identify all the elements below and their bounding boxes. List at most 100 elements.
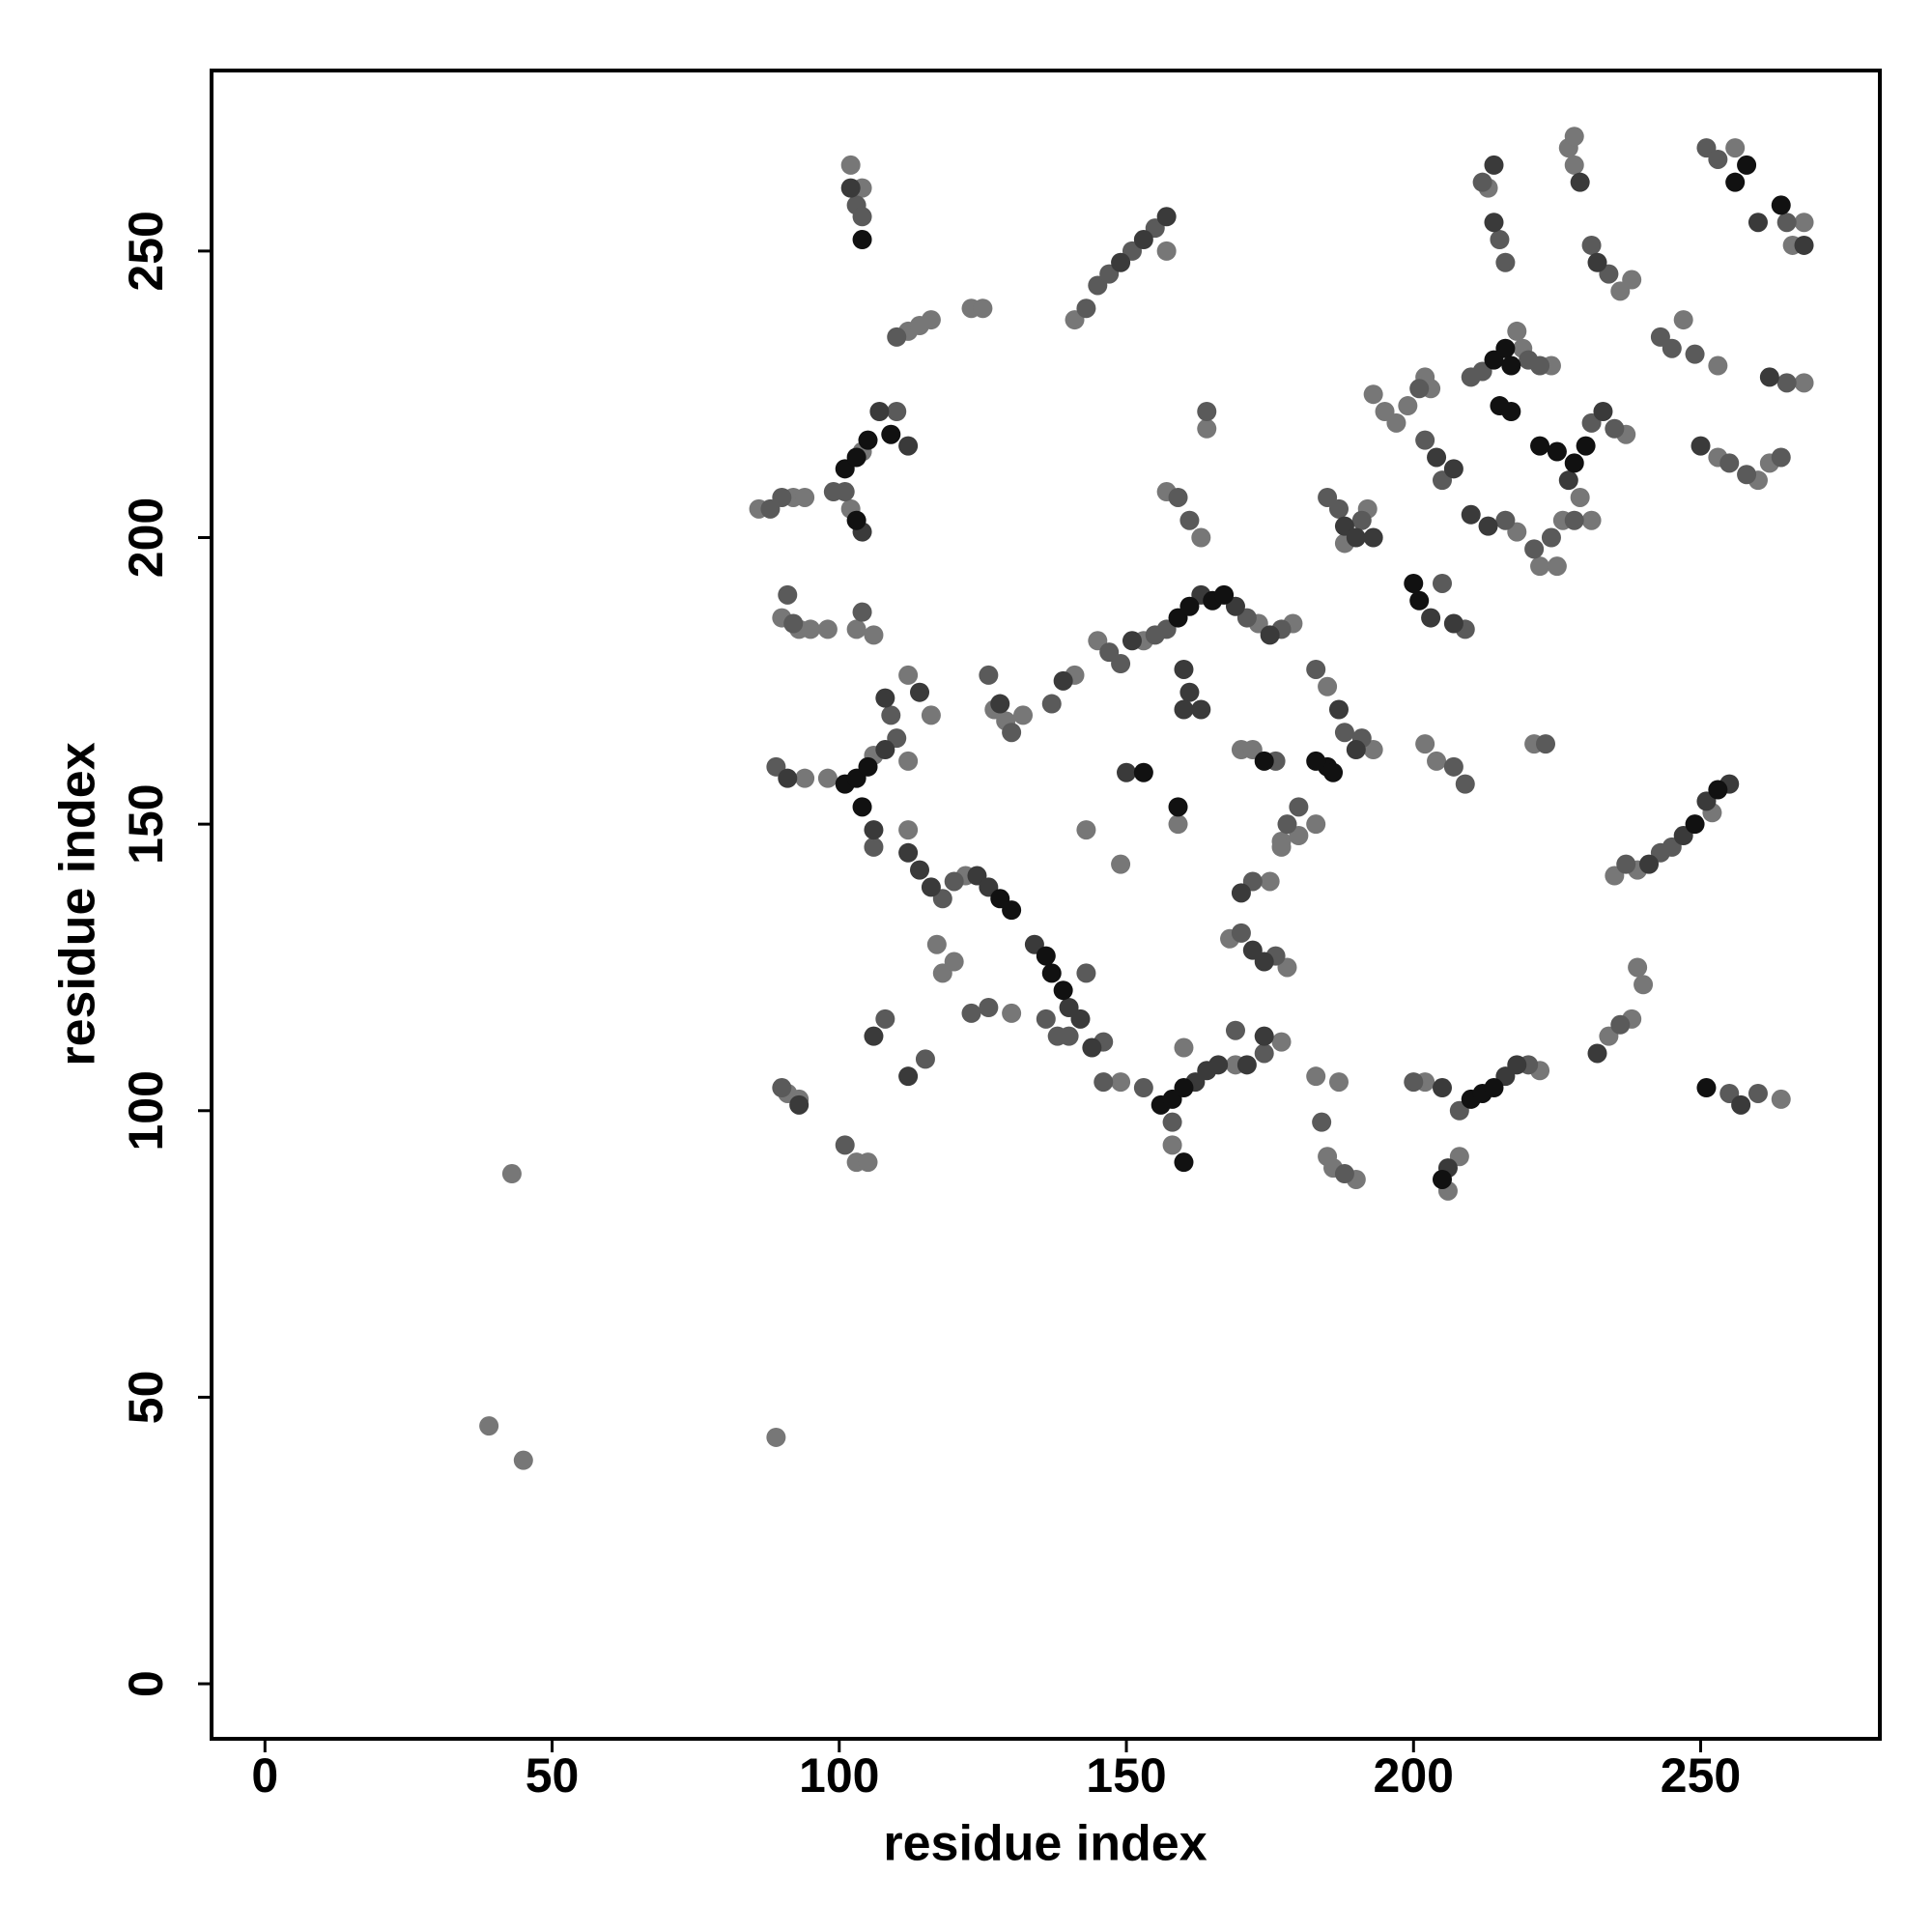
point bbox=[1747, 213, 1768, 233]
point bbox=[1737, 155, 1757, 175]
point bbox=[1174, 699, 1194, 720]
point bbox=[1070, 1009, 1091, 1029]
point bbox=[1133, 1078, 1153, 1098]
y-tick-label: 100 bbox=[119, 1070, 173, 1151]
point bbox=[1047, 1026, 1067, 1046]
point bbox=[1587, 252, 1607, 272]
point bbox=[1731, 1094, 1751, 1115]
point bbox=[1415, 430, 1435, 450]
point bbox=[852, 797, 872, 817]
point bbox=[1398, 396, 1418, 416]
point bbox=[1254, 1026, 1274, 1046]
point bbox=[1002, 723, 1022, 743]
point bbox=[1427, 447, 1447, 468]
point bbox=[795, 487, 815, 507]
point bbox=[1564, 453, 1584, 473]
point bbox=[1404, 1072, 1424, 1093]
point bbox=[1547, 556, 1567, 577]
point bbox=[881, 705, 901, 725]
point bbox=[1306, 751, 1326, 771]
point bbox=[1162, 1135, 1182, 1155]
point bbox=[1191, 699, 1211, 720]
point bbox=[1260, 871, 1280, 892]
point bbox=[864, 625, 884, 645]
point bbox=[1363, 527, 1383, 548]
point bbox=[1495, 338, 1516, 358]
y-axis-label: residue index bbox=[50, 742, 106, 1065]
point bbox=[1639, 854, 1660, 874]
point bbox=[858, 430, 878, 450]
point bbox=[835, 482, 855, 502]
point bbox=[852, 602, 872, 622]
point bbox=[1443, 756, 1463, 777]
point bbox=[1558, 470, 1578, 491]
point bbox=[1432, 573, 1452, 593]
point bbox=[1409, 379, 1430, 399]
point bbox=[1156, 241, 1177, 261]
point bbox=[1432, 1169, 1452, 1189]
point bbox=[1318, 676, 1338, 696]
point bbox=[1747, 1083, 1768, 1103]
point bbox=[990, 694, 1010, 714]
point bbox=[1271, 1032, 1292, 1052]
point bbox=[1133, 762, 1153, 782]
point bbox=[1386, 412, 1406, 433]
point bbox=[846, 447, 867, 468]
point bbox=[1346, 527, 1366, 548]
point bbox=[915, 1049, 935, 1069]
point bbox=[1236, 1055, 1257, 1075]
point bbox=[1794, 213, 1814, 233]
point bbox=[1708, 149, 1728, 169]
point bbox=[1328, 699, 1349, 720]
point bbox=[887, 401, 907, 421]
point bbox=[1690, 436, 1711, 456]
point bbox=[858, 1152, 878, 1173]
point bbox=[1036, 1009, 1056, 1029]
y-tick-label: 150 bbox=[119, 783, 173, 864]
point bbox=[1111, 854, 1131, 874]
point bbox=[875, 1009, 895, 1029]
point bbox=[1432, 1078, 1452, 1098]
point bbox=[1771, 195, 1791, 215]
point bbox=[921, 705, 941, 725]
point bbox=[1622, 270, 1642, 290]
point bbox=[1111, 654, 1131, 674]
point bbox=[1587, 1043, 1607, 1064]
point bbox=[944, 871, 964, 892]
point bbox=[789, 1094, 810, 1115]
point bbox=[479, 1416, 499, 1436]
point bbox=[1041, 694, 1062, 714]
point bbox=[1581, 510, 1602, 530]
point bbox=[1443, 613, 1463, 634]
point bbox=[1334, 723, 1354, 743]
x-axis-label: residue index bbox=[883, 1816, 1207, 1872]
point bbox=[1328, 498, 1349, 519]
point bbox=[1179, 596, 1200, 616]
y-tick-label: 50 bbox=[119, 1371, 173, 1425]
point bbox=[1174, 1078, 1194, 1098]
point bbox=[835, 1135, 855, 1155]
point bbox=[1570, 487, 1590, 507]
point bbox=[1507, 1055, 1527, 1075]
point bbox=[1725, 172, 1746, 192]
point bbox=[1490, 230, 1510, 250]
point bbox=[869, 401, 890, 421]
point bbox=[1174, 1152, 1194, 1173]
point bbox=[1547, 441, 1567, 462]
point bbox=[1133, 230, 1153, 250]
point bbox=[1771, 1089, 1791, 1109]
point bbox=[1254, 751, 1274, 771]
point bbox=[1478, 516, 1498, 536]
point bbox=[1409, 590, 1430, 611]
point bbox=[898, 751, 919, 771]
point bbox=[1082, 1037, 1102, 1058]
x-tick-label: 250 bbox=[1661, 1748, 1741, 1803]
point bbox=[1208, 1055, 1229, 1075]
point bbox=[1191, 527, 1211, 548]
point bbox=[1708, 780, 1728, 800]
point bbox=[1214, 584, 1235, 605]
point bbox=[1524, 539, 1545, 559]
x-tick-label: 200 bbox=[1374, 1748, 1454, 1803]
point bbox=[1719, 453, 1740, 473]
point bbox=[778, 768, 798, 788]
